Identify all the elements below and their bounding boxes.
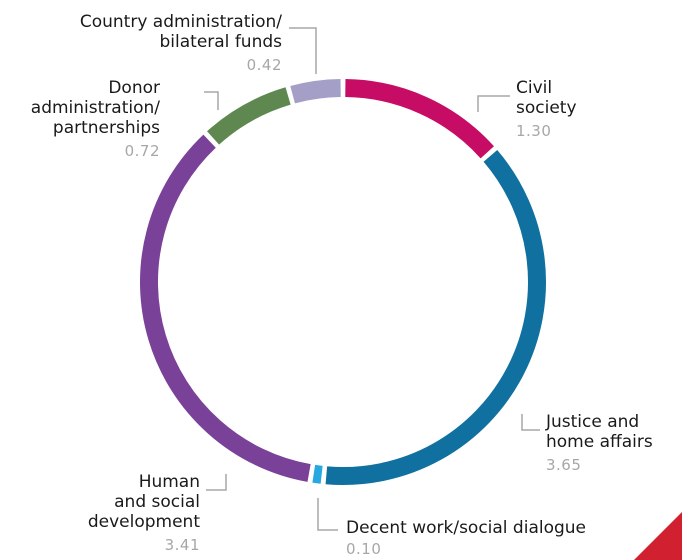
slice-country-administration — [290, 79, 341, 104]
value-donor: 0.72 — [124, 142, 160, 160]
label-justice-line-2: home affairs — [546, 432, 653, 452]
label-human-line-1: Human — [138, 472, 200, 492]
label-country-line-2: bilateral funds — [159, 32, 283, 52]
label-justice-line-1: Justice and — [546, 412, 640, 432]
slice-donor-administration — [207, 87, 291, 145]
value-decent: 0.10 — [346, 540, 382, 558]
value-human: 3.41 — [164, 536, 200, 554]
label-country: Country administration/ bilateral funds … — [80, 12, 282, 74]
label-human: Human and social development 3.41 — [88, 472, 200, 554]
value-justice: 3.65 — [546, 456, 582, 474]
value-civil: 1.30 — [516, 122, 552, 140]
slice-civil-society — [345, 79, 494, 159]
corner-accent — [634, 512, 682, 560]
label-decent: Decent work/social dialogue 0.10 — [346, 518, 586, 558]
label-country-line-1: Country administration/ — [79, 12, 282, 32]
label-donor-line-1: Donor — [108, 78, 160, 98]
label-civil: Civil society 1.30 — [516, 78, 577, 140]
label-donor: Donor administration/ partnerships 0.72 — [31, 78, 160, 160]
label-civil-line-1: Civil — [516, 78, 553, 98]
leader-human — [206, 474, 227, 491]
value-country: 0.42 — [246, 56, 282, 74]
label-donor-line-3: partnerships — [52, 118, 160, 138]
leader-donor — [204, 91, 219, 110]
label-decent-line-1: Decent work/social dialogue — [346, 518, 587, 538]
slice-justice-home-affairs — [325, 150, 546, 485]
label-donor-line-2: administration/ — [30, 98, 160, 118]
slice-human-social-development — [140, 134, 311, 482]
slice-decent-work — [312, 464, 323, 484]
leader-decent — [317, 498, 338, 531]
leader-justice — [521, 414, 540, 431]
leader-country — [289, 27, 317, 74]
leader-civil — [477, 95, 510, 112]
label-human-line-2: and social — [114, 492, 200, 512]
label-human-line-3: development — [87, 512, 200, 532]
label-justice: Justice and home affairs 3.65 — [546, 412, 653, 474]
label-civil-line-2: society — [516, 98, 577, 118]
